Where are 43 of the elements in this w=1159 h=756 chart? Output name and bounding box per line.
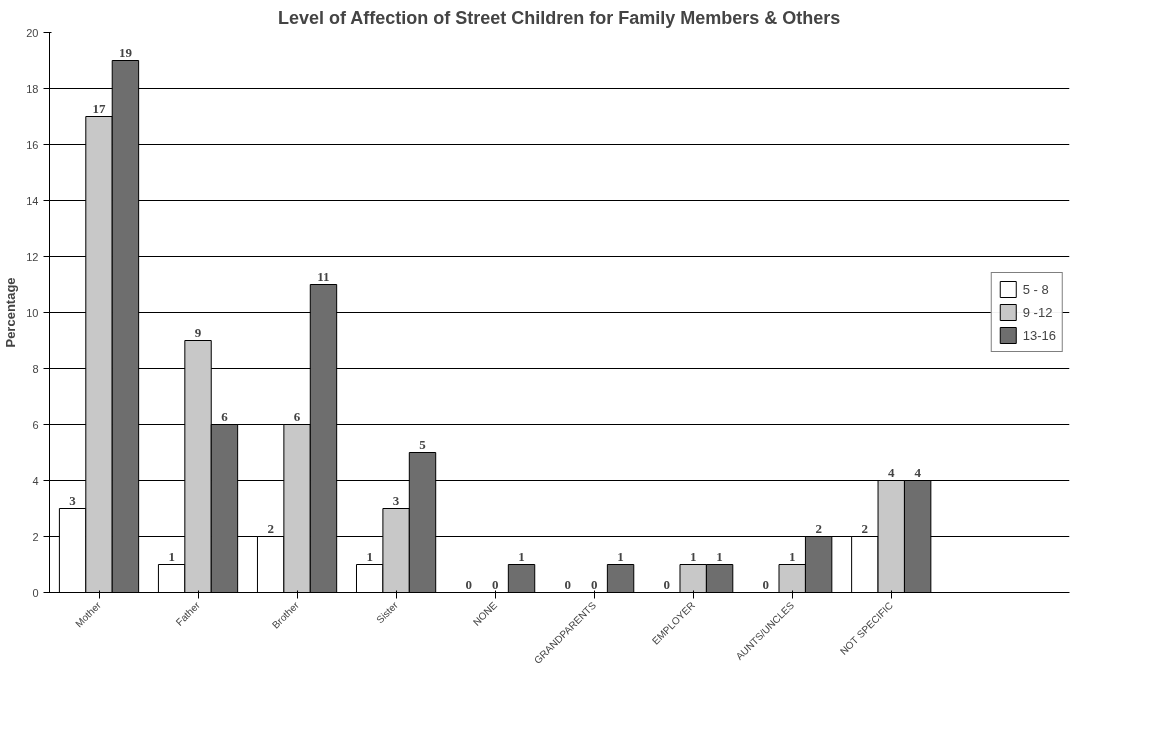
data-label: 4 [888, 464, 895, 480]
y-tick-label: 18 [26, 82, 39, 95]
data-label: 3 [69, 492, 77, 508]
data-label: 6 [221, 408, 229, 424]
data-label: 2 [815, 520, 822, 536]
y-tick-label: 16 [26, 138, 39, 151]
data-label: 3 [392, 492, 400, 508]
y-tick-label: 6 [32, 418, 39, 431]
data-label: 1 [617, 548, 624, 564]
data-label: 1 [518, 548, 525, 564]
y-tick-label: 0 [32, 586, 39, 599]
y-tick-label: 14 [26, 194, 39, 207]
data-label: 1 [366, 548, 373, 564]
legend-label: 5 - 8 [1022, 281, 1049, 297]
y-tick-label: 10 [26, 306, 39, 319]
data-label: 1 [168, 548, 175, 564]
data-label: 17 [92, 100, 107, 116]
data-label: 6 [293, 408, 301, 424]
data-label: 0 [590, 576, 598, 592]
data-label: 11 [317, 268, 330, 284]
data-label: 1 [788, 548, 796, 564]
data-label: 19 [118, 44, 133, 60]
data-label: 9 [194, 324, 202, 340]
data-label: 0 [762, 576, 770, 592]
data-label: 0 [663, 576, 671, 592]
data-label: 1 [689, 548, 697, 564]
data-label: 2 [267, 520, 274, 536]
legend-label: 9 -12 [1022, 304, 1053, 320]
data-label: 2 [861, 520, 869, 536]
y-tick-label: 2 [32, 530, 39, 543]
y-tick-label: 4 [32, 474, 39, 487]
y-tick-label: 8 [32, 362, 39, 375]
data-label: 5 [419, 436, 427, 452]
legend-label: 13-16 [1022, 327, 1056, 343]
chart-title: Level of Affection of Street Children for Family Members & Others [277, 7, 841, 28]
y-tick-label: 20 [26, 26, 39, 39]
y-axis-title: Percentage [3, 277, 19, 348]
data-label: 0 [465, 576, 472, 592]
data-label: 4 [914, 464, 922, 480]
y-tick-label: 12 [26, 250, 39, 263]
data-label: 0 [491, 576, 499, 592]
data-label: 1 [716, 548, 723, 564]
data-label: 0 [564, 576, 571, 592]
